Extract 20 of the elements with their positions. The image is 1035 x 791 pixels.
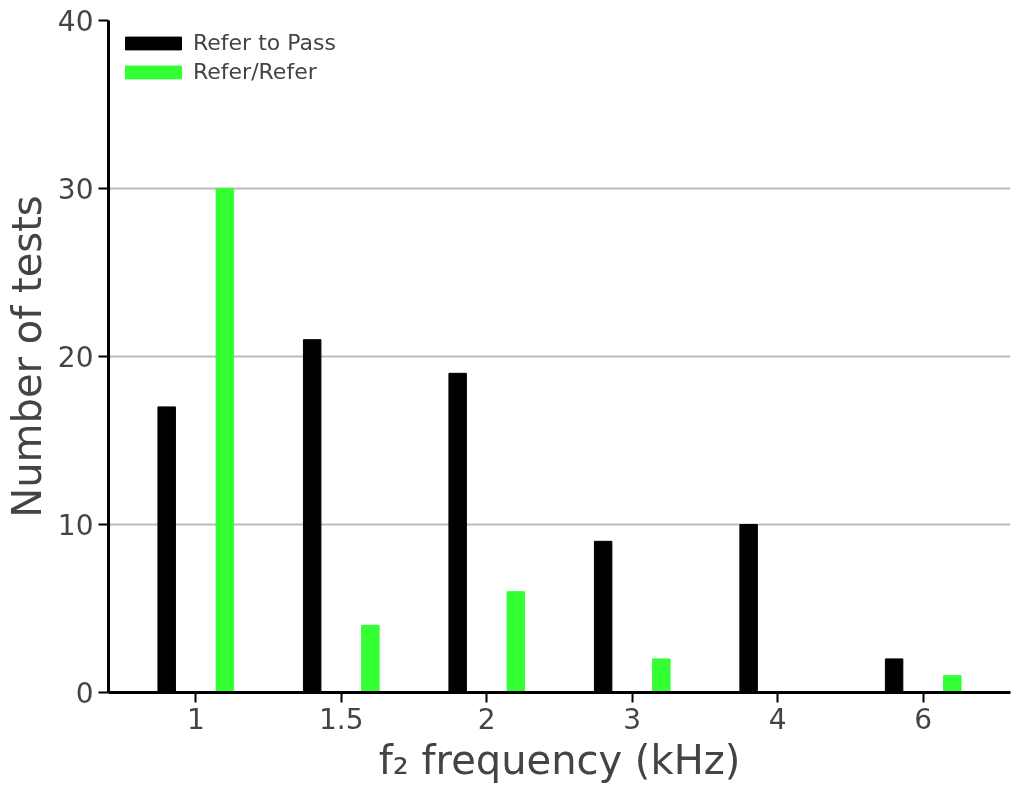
x-tick-label: 4 bbox=[768, 702, 787, 736]
x-axis-title: f₂ frequency (kHz) bbox=[378, 736, 741, 783]
y-axis-title: Number of tests bbox=[3, 195, 50, 518]
x-tick-label: 1.5 bbox=[319, 702, 364, 736]
legend-label: Refer to Pass bbox=[193, 30, 336, 55]
x-tick-label: 2 bbox=[477, 702, 496, 736]
x-tick-label: 1 bbox=[186, 702, 205, 736]
y-tick-label: 20 bbox=[57, 341, 94, 374]
y-tick-label: 40 bbox=[57, 5, 94, 38]
x-tick-label: 3 bbox=[623, 702, 642, 736]
x-tick-label: 6 bbox=[914, 702, 933, 736]
y-tick-label: 10 bbox=[57, 509, 94, 542]
bar bbox=[361, 624, 380, 693]
y-tick-label: 30 bbox=[57, 173, 94, 206]
bar bbox=[215, 188, 235, 693]
y-tick-label: 0 bbox=[75, 677, 94, 710]
bar bbox=[943, 675, 962, 693]
bar bbox=[652, 658, 671, 693]
legend-label: Refer/Refer bbox=[193, 59, 317, 84]
bar bbox=[506, 591, 526, 693]
